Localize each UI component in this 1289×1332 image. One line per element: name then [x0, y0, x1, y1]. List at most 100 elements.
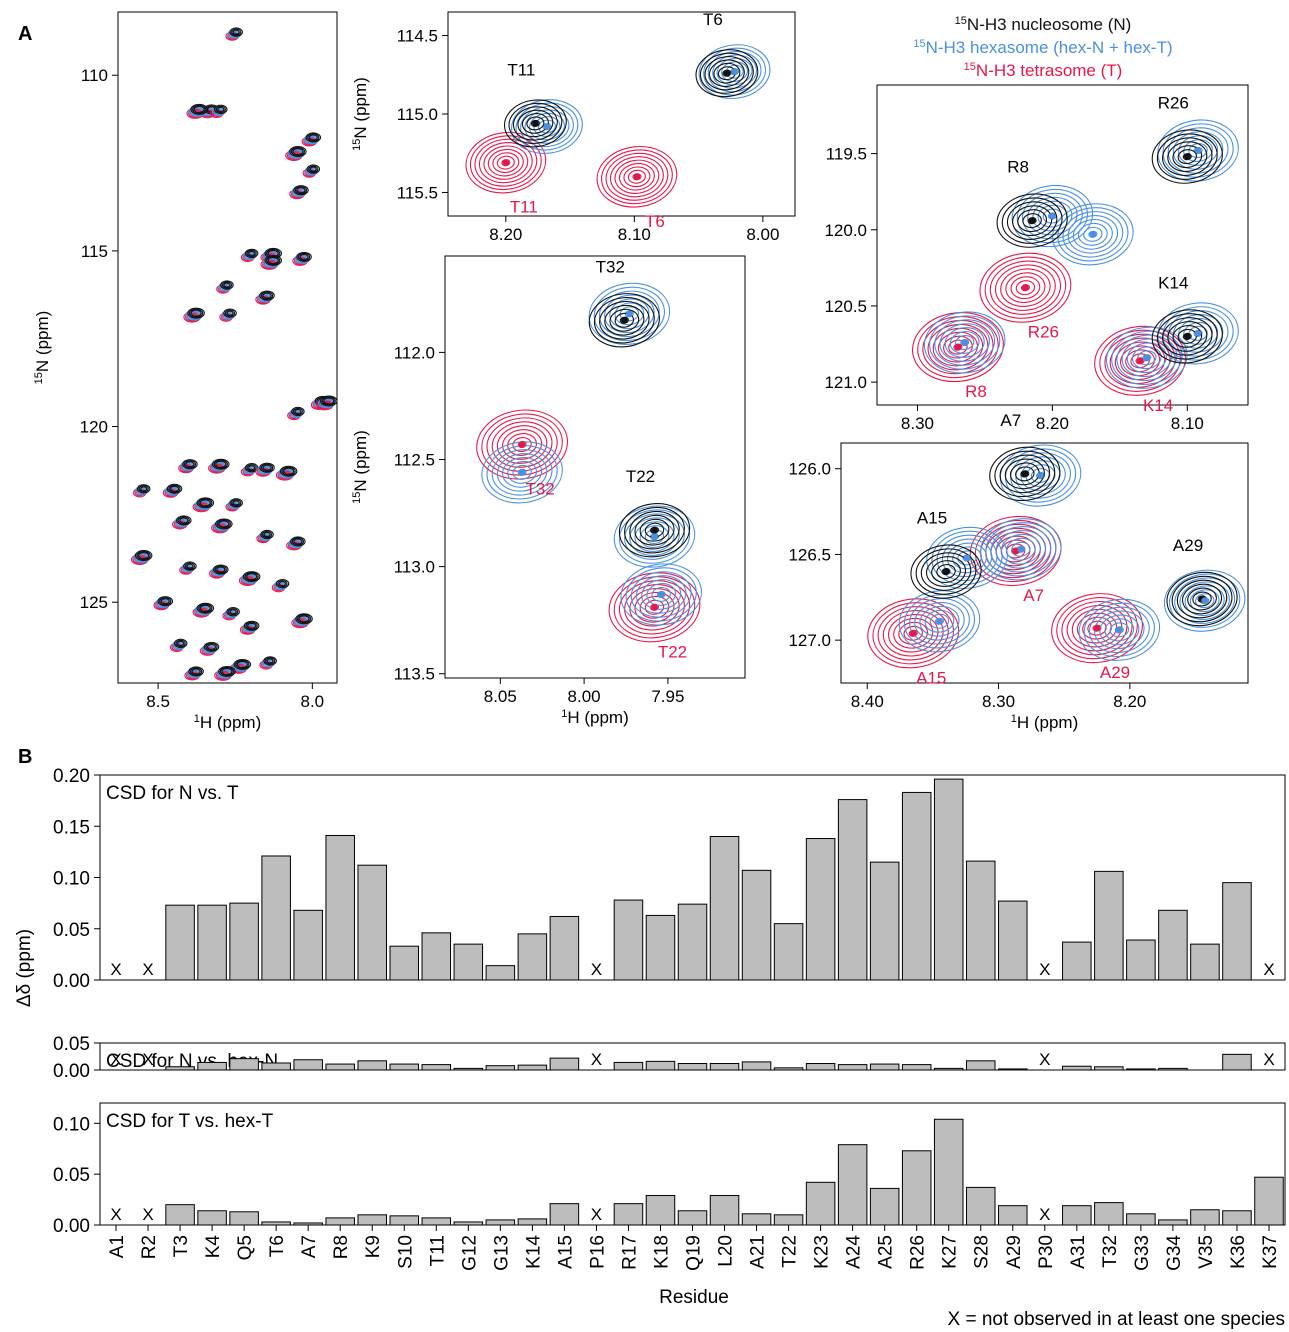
contour-line [290, 147, 306, 157]
contour-line [223, 282, 231, 288]
not-observed-marker: X [110, 960, 121, 979]
peak-label: T11 [507, 60, 535, 79]
contour-line [247, 622, 257, 629]
contour-line [267, 256, 279, 264]
contour-line [199, 499, 211, 507]
contour-line [512, 464, 532, 480]
contour-line [512, 437, 532, 453]
contour-line [1114, 341, 1166, 381]
contour-line [999, 444, 1082, 507]
x-tick-label: 8.00 [746, 225, 779, 244]
y-axis-title-text: N (ppm) [351, 77, 370, 138]
residue-label: T6 [267, 1235, 288, 1257]
bar-r26 [901, 1064, 932, 1071]
contour-line [233, 658, 252, 670]
contour-line [283, 467, 295, 475]
legend-iso-hex: 15 [913, 38, 925, 50]
y-tick-label: 115.0 [397, 105, 438, 124]
contour-line [994, 450, 1056, 498]
residue-label: R26 [908, 1235, 929, 1270]
contour-line [1004, 448, 1077, 503]
residue-label: Q19 [684, 1235, 705, 1271]
contour-line [192, 104, 207, 114]
bar-a24 [837, 1064, 868, 1071]
contour-line [588, 293, 660, 348]
y-axis-title: 15N (ppm) [351, 430, 370, 504]
bar-t11 [421, 1064, 452, 1071]
contour-line [260, 463, 274, 472]
contour-line [952, 546, 982, 570]
peak-center-hex [651, 533, 658, 540]
bar-g13 [485, 1219, 516, 1226]
contour-line [183, 460, 197, 469]
peak-center-T [909, 629, 917, 637]
peak-center-hex [543, 123, 551, 130]
y-axis-title: 15N (ppm) [33, 311, 52, 385]
plot-frame [840, 442, 1249, 684]
peak-center-hex [961, 339, 968, 346]
x-axis-title-sup: 1 [561, 708, 567, 720]
contour-line [1120, 345, 1161, 377]
contour-line [138, 551, 150, 560]
contour-line [721, 61, 749, 83]
bar-s28 [965, 860, 996, 981]
contour-line [517, 109, 554, 138]
bar-k18 [645, 914, 676, 981]
contour-line [613, 505, 696, 568]
contour-line [214, 565, 227, 574]
bar-k36 [1222, 882, 1252, 981]
bar-k4 [197, 1061, 227, 1071]
contour-line [609, 308, 640, 332]
contour-line [1166, 571, 1238, 627]
y-tick-label: 121.0 [824, 373, 867, 392]
nmr-zoom-t6-t11: 8.20 8.10 8.00 114.5 115.0 115.5 15N (ppm) T11 T… [351, 10, 796, 244]
contour-line [496, 453, 548, 492]
legend-hexasome: 15N-H3 hexasome (hex-N + hex-T) [913, 38, 1172, 57]
contour-line [944, 327, 985, 358]
bar-a29 [998, 1205, 1028, 1226]
contour-line [604, 294, 655, 334]
peak-center-hex [1194, 147, 1202, 154]
contour-line [537, 119, 556, 134]
contour-line [1187, 587, 1217, 611]
contour-line [639, 518, 670, 542]
bar-q19 [677, 1210, 708, 1226]
contour-line [909, 598, 970, 645]
bar-a7 [293, 1059, 323, 1071]
peak-center-T [1012, 547, 1019, 555]
bar-l20 [709, 1063, 740, 1071]
not-observed-marker: X [142, 1050, 153, 1069]
bar-q5 [229, 1058, 259, 1071]
contour-line [224, 309, 236, 317]
contour-line [232, 500, 240, 506]
contour-line [1184, 585, 1225, 617]
bar-l20 [709, 1195, 740, 1226]
contour-line [882, 610, 944, 657]
peak-label: A7 [1000, 411, 1021, 430]
peak-label: T32 [596, 257, 625, 276]
contour-line [919, 605, 960, 637]
contour-line [306, 164, 321, 174]
peak-label: T11 [510, 198, 538, 217]
residue-label: K4 [203, 1235, 224, 1259]
bar-t11 [421, 1217, 452, 1226]
contour-line [218, 520, 230, 528]
residue-label: R2 [139, 1235, 160, 1259]
contour-line [246, 249, 257, 258]
residue-label: K37 [1260, 1235, 1281, 1269]
contour-line [260, 291, 274, 300]
residue-label: G12 [459, 1235, 480, 1271]
residue-label: S10 [395, 1235, 416, 1269]
peak-center-T [651, 604, 658, 611]
contour-line [261, 530, 273, 539]
bar-k27 [933, 1118, 964, 1226]
contour-line [481, 413, 563, 476]
y-tick-label: 0.00 [53, 971, 90, 992]
contour-line [221, 667, 233, 676]
x-axis-title-sup: 1 [1011, 713, 1017, 725]
contour-line [175, 639, 186, 647]
x-tick-label: 8.20 [1113, 692, 1146, 711]
contour-line [614, 312, 635, 328]
contour-line [618, 162, 655, 191]
